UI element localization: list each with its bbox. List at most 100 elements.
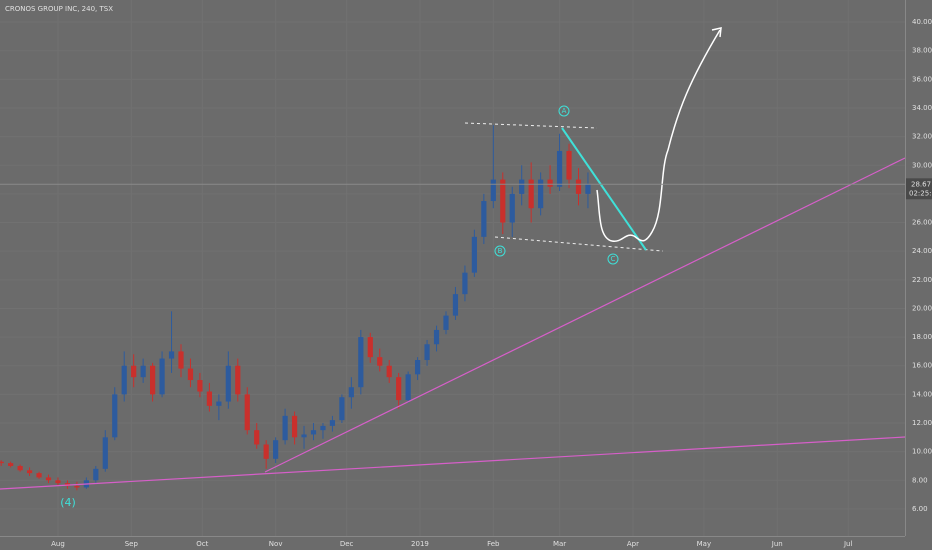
y-tick-label: 20.00 [912, 304, 932, 312]
projection-path [596, 29, 721, 242]
x-tick-label: 2019 [411, 540, 429, 548]
y-tick-label: 30.00 [912, 161, 932, 169]
y-tick-label: 14.00 [912, 390, 932, 398]
x-tick-label: Jun [771, 540, 783, 548]
candle-body [216, 401, 222, 406]
y-tick-label: 10.00 [912, 448, 932, 456]
candle-body [225, 365, 231, 402]
wave-label: (4) [60, 496, 76, 509]
x-tick-label: Dec [340, 540, 354, 548]
candle-body [396, 377, 402, 401]
candle-body [320, 425, 326, 431]
grid [0, 0, 905, 536]
candle-body [206, 391, 212, 406]
x-tick-label: Aug [51, 540, 65, 548]
candle-body [405, 374, 411, 401]
candle-body [36, 473, 42, 478]
candle-body [254, 430, 260, 445]
x-tick-label: Apr [627, 540, 639, 548]
candle-body [291, 415, 298, 438]
candle-body [197, 380, 203, 392]
candle-body [367, 337, 373, 358]
candle-body [244, 394, 250, 431]
candle-body [452, 294, 459, 316]
y-tick-label: 38.00 [912, 47, 932, 55]
trend-line [264, 157, 906, 473]
y-tick-label: 40.00 [912, 18, 932, 26]
candle-body [386, 365, 392, 378]
candle-body [235, 365, 241, 395]
candle-body [519, 179, 525, 194]
candle-body [74, 486, 80, 488]
x-tick-label: Mar [553, 540, 566, 548]
candle-body [112, 394, 118, 438]
candle-body [282, 415, 288, 441]
candle-body [509, 193, 515, 223]
y-tick-label: 34.00 [912, 104, 932, 112]
candle-body [566, 150, 572, 180]
candle-body [556, 150, 563, 187]
y-tick-label: 16.00 [912, 362, 932, 370]
x-tick-label: Nov [269, 540, 283, 548]
candle-body [8, 463, 14, 466]
x-tick-label: May [697, 540, 711, 548]
candle-body [462, 272, 468, 295]
wave-circle [607, 253, 619, 265]
candle-body [310, 430, 317, 435]
candle-body [150, 365, 156, 395]
candle-body [471, 236, 477, 273]
candle-body [121, 365, 127, 395]
candle-body [45, 477, 52, 481]
y-tick-label: 36.00 [912, 75, 932, 83]
countdown-label: 02:25:58 [909, 189, 932, 197]
candle-body [329, 420, 336, 426]
y-tick-label: 24.00 [912, 247, 932, 255]
wave-label: B [498, 247, 503, 255]
x-tick-label: Sep [125, 540, 139, 548]
candle-body [358, 337, 364, 388]
y-tick-label: 8.00 [912, 476, 928, 484]
channel-line [464, 122, 598, 129]
x-tick-label: Jul [843, 540, 853, 548]
candle-body [547, 179, 553, 187]
candles [0, 125, 591, 491]
candle-body [301, 434, 307, 438]
candle-body [377, 357, 383, 366]
wave-line [561, 127, 647, 251]
y-tick-label: 12.00 [912, 419, 932, 427]
candle-body [168, 351, 175, 359]
channel-line [494, 236, 664, 252]
candle-body [26, 470, 33, 474]
trend-line [0, 436, 906, 490]
candle-body [443, 315, 449, 330]
candle-body [528, 179, 534, 209]
price-box [906, 178, 932, 200]
last-price-label: 28.67 [911, 180, 931, 188]
candle-body [131, 365, 137, 378]
wave-label: A [562, 107, 567, 115]
candle-body [0, 461, 4, 464]
y-tick-label: 6.00 [912, 505, 928, 513]
candle-body [500, 179, 506, 223]
candle-body [433, 329, 440, 345]
candle-body [538, 179, 544, 209]
candle-body [490, 179, 496, 202]
candle-body [159, 358, 165, 395]
candle-body [585, 184, 591, 194]
x-tick-label: Feb [487, 540, 500, 548]
candle-body [424, 344, 430, 361]
y-tick-label: 26.00 [912, 219, 932, 227]
candle-body [575, 179, 582, 194]
arrow-head [711, 27, 722, 38]
candle-body [263, 444, 269, 459]
y-tick-label: 22.00 [912, 276, 932, 284]
chart-title: CRONOS GROUP INC, 240, TSX [5, 5, 113, 13]
candle-body [102, 437, 108, 469]
candle-body [17, 465, 23, 471]
y-tick-label: 32.00 [912, 133, 932, 141]
candle-body [273, 440, 279, 459]
candle-body [348, 387, 354, 398]
candle-body [414, 360, 421, 375]
